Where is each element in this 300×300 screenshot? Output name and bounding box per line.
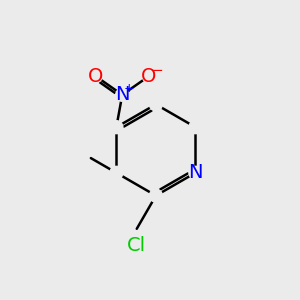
Circle shape xyxy=(189,121,202,134)
Text: Cl: Cl xyxy=(127,236,146,255)
Circle shape xyxy=(89,70,102,83)
Circle shape xyxy=(149,98,162,111)
Text: −: − xyxy=(151,63,164,78)
Text: O: O xyxy=(88,67,103,86)
Circle shape xyxy=(110,166,123,179)
Circle shape xyxy=(142,70,155,83)
Circle shape xyxy=(149,189,162,202)
Circle shape xyxy=(110,121,123,134)
Text: N: N xyxy=(188,163,203,182)
Circle shape xyxy=(189,166,202,179)
Text: O: O xyxy=(141,67,157,86)
Text: +: + xyxy=(123,82,134,95)
Circle shape xyxy=(116,88,129,101)
Text: N: N xyxy=(115,85,130,104)
